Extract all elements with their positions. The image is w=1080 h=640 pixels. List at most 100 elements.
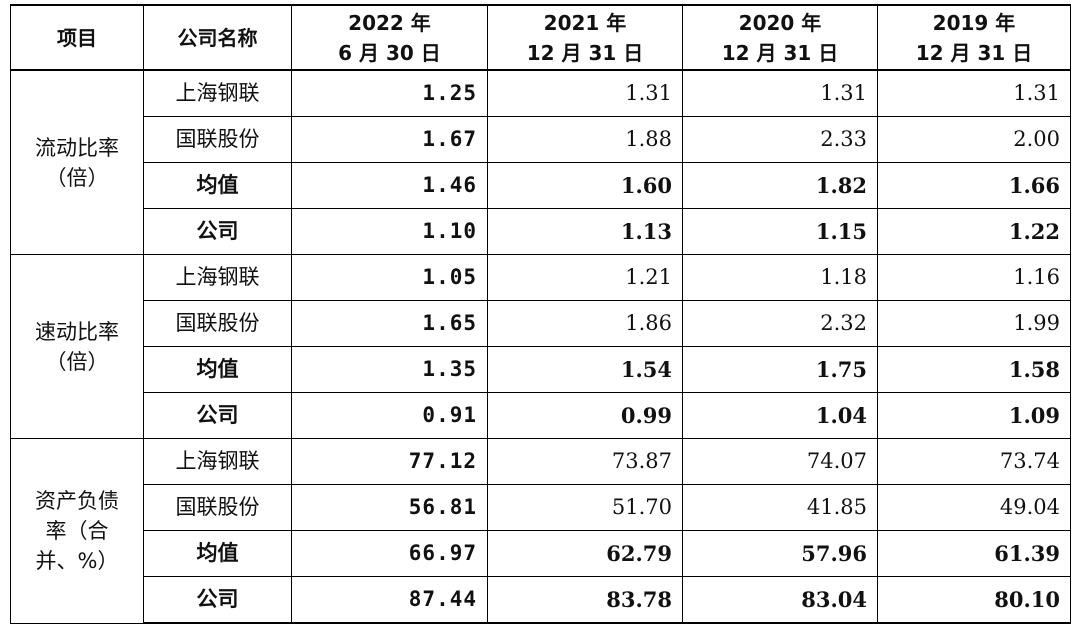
value-cell: 1.67 — [291, 116, 488, 163]
value-cell: 77.12 — [291, 438, 488, 485]
metric-label-line: （倍） — [45, 349, 109, 374]
value-cell: 51.70 — [487, 484, 683, 531]
metric-label: 速动比率 （倍） — [10, 254, 144, 439]
table-row: 资产负债 率（合 并、%） 上海钢联 77.12 73.87 74.07 73.74 — [10, 438, 1071, 624]
value-cell: 83.78 — [487, 576, 683, 624]
value-cell: 74.07 — [682, 438, 878, 485]
value-cell: 1.54 — [487, 346, 683, 393]
table-row: 公司 87.44 83.78 83.04 80.10 — [11, 576, 1071, 624]
header-2021-dec: 2021 年 12 月 31 日 — [487, 4, 683, 71]
table-body: 流动比率 （倍） 上海钢联 1.25 1.31 1.31 1.31 国联股份 1.67 1.88 2… — [10, 69, 1071, 624]
header-2022-jun: 2022 年 6 月 30 日 — [291, 4, 488, 71]
metric-label: 资产负债率（合并、%） — [10, 438, 144, 624]
table-row: 国联股份 56.81 51.70 41.85 49.04 — [11, 484, 1071, 531]
value-cell: 1.22 — [877, 208, 1071, 255]
value-cell: 1.18 — [682, 254, 878, 301]
header-2020-dec: 2020 年 12 月 31 日 — [682, 4, 878, 71]
table-row: 国联股份 1.67 1.88 2.33 2.00 — [11, 116, 1071, 163]
value-cell: 73.87 — [487, 438, 683, 485]
header-date: 12 月 31 日 — [721, 40, 839, 65]
value-cell: 1.04 — [682, 392, 878, 439]
document-page: 项目 公司名称 2022 年 6 月 30 日 2021 年 12 月 31 日… — [10, 4, 1071, 624]
header-date: 6 月 30 日 — [338, 40, 441, 65]
company-name: 国联股份 — [143, 116, 292, 163]
value-cell: 1.35 — [291, 346, 488, 393]
header-year: 2022 年 — [348, 10, 431, 35]
metric-label-line: （倍） — [45, 165, 109, 190]
company-name: 国联股份 — [143, 300, 292, 347]
table-row: 均值 1.35 1.54 1.75 1.58 — [11, 346, 1071, 393]
header-item: 项目 — [10, 4, 144, 71]
value-cell: 1.60 — [487, 162, 683, 209]
table-row: 公司 1.10 1.13 1.15 1.22 — [11, 208, 1071, 255]
value-cell: 1.99 — [877, 300, 1071, 347]
value-cell: 83.04 — [682, 576, 878, 624]
value-cell: 56.81 — [291, 484, 488, 531]
metric-label-line: 率（合 — [45, 518, 109, 543]
table-row: 流动比率 （倍） 上海钢联 1.25 1.31 1.31 1.31 — [10, 69, 1071, 255]
header-year: 2020 年 — [738, 10, 822, 35]
value-cell: 87.44 — [291, 576, 488, 624]
value-cell: 61.39 — [877, 530, 1071, 577]
value-cell: 1.75 — [682, 346, 878, 393]
value-cell: 62.79 — [487, 530, 683, 577]
value-cell: 1.09 — [877, 392, 1071, 439]
value-cell: 1.21 — [487, 254, 683, 301]
company-name: 上海钢联 — [143, 69, 292, 117]
table-header: 项目 公司名称 2022 年 6 月 30 日 2021 年 12 月 31 日… — [10, 4, 1071, 71]
value-cell: 1.86 — [487, 300, 683, 347]
table-row: 均值 66.97 62.79 57.96 61.39 — [11, 530, 1071, 577]
header-date: 12 月 31 日 — [915, 40, 1033, 65]
value-cell: 80.10 — [877, 576, 1071, 624]
value-cell: 1.31 — [682, 69, 878, 117]
metric-label: 流动比率 （倍） — [10, 69, 144, 255]
value-cell: 1.58 — [877, 346, 1071, 393]
value-cell: 1.31 — [877, 69, 1071, 117]
value-cell: 1.31 — [487, 69, 683, 117]
financial-ratio-table: 项目 公司名称 2022 年 6 月 30 日 2021 年 12 月 31 日… — [10, 4, 1071, 624]
table-row: 公司 0.91 0.99 1.04 1.09 — [11, 392, 1071, 439]
value-cell: 1.16 — [877, 254, 1071, 301]
value-cell: 0.91 — [291, 392, 488, 439]
value-cell: 41.85 — [682, 484, 878, 531]
value-cell: 1.88 — [487, 116, 683, 163]
value-cell: 1.15 — [682, 208, 878, 255]
company-name: 均值 — [143, 162, 292, 209]
header-company: 公司名称 — [143, 4, 292, 71]
table-row: 均值 1.46 1.60 1.82 1.66 — [11, 162, 1071, 209]
header-year: 2019 年 — [932, 10, 1016, 35]
header-2019-dec: 2019 年 12 月 31 日 — [877, 4, 1071, 71]
company-name: 上海钢联 — [143, 254, 292, 301]
metric-label-line: 速动比率 — [35, 319, 119, 344]
company-name: 均值 — [143, 346, 292, 393]
header-row: 项目 公司名称 2022 年 6 月 30 日 2021 年 12 月 31 日… — [10, 4, 1071, 71]
value-cell: 1.10 — [291, 208, 488, 255]
value-cell: 2.32 — [682, 300, 878, 347]
value-cell: 1.13 — [487, 208, 683, 255]
header-date: 12 月 31 日 — [526, 40, 644, 65]
company-name: 公司 — [143, 576, 292, 624]
company-name: 国联股份 — [143, 484, 292, 531]
company-name: 均值 — [143, 530, 292, 577]
company-name: 上海钢联 — [143, 438, 292, 485]
metric-label-line: 流动比率 — [35, 135, 119, 160]
company-name: 公司 — [143, 392, 292, 439]
value-cell: 1.46 — [291, 162, 488, 209]
value-cell: 66.97 — [291, 530, 488, 577]
company-name: 公司 — [143, 208, 292, 255]
value-cell: 57.96 — [682, 530, 878, 577]
value-cell: 73.74 — [877, 438, 1071, 485]
metric-label-line: 并、%） — [35, 548, 119, 573]
value-cell: 0.99 — [487, 392, 683, 439]
value-cell: 49.04 — [877, 484, 1071, 531]
table-row: 国联股份 1.65 1.86 2.32 1.99 — [11, 300, 1071, 347]
value-cell: 2.00 — [877, 116, 1071, 163]
value-cell: 1.25 — [291, 69, 488, 117]
value-cell: 1.65 — [291, 300, 488, 347]
metric-label-line: 资产负债 — [35, 488, 119, 513]
header-year: 2021 年 — [543, 10, 627, 35]
value-cell: 1.05 — [291, 254, 488, 301]
value-cell: 1.82 — [682, 162, 878, 209]
value-cell: 1.66 — [877, 162, 1071, 209]
value-cell: 2.33 — [682, 116, 878, 163]
